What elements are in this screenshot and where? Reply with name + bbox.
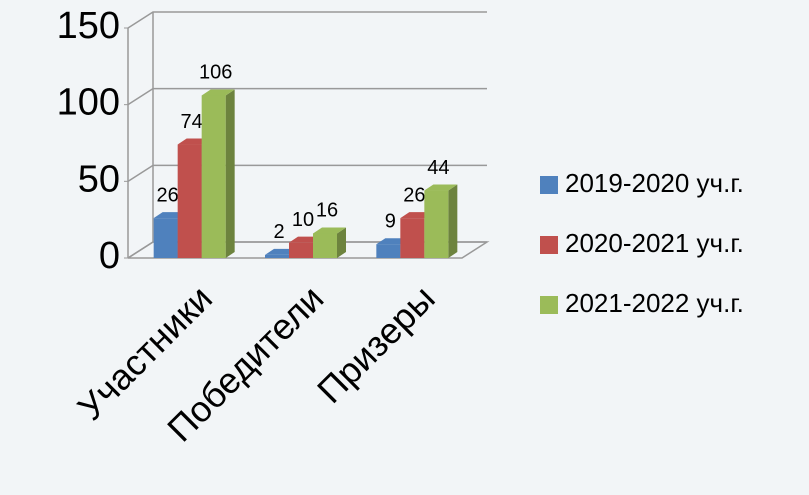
legend-label: 2020-2021 уч.г. [565,228,744,258]
data-label: 44 [427,157,449,179]
data-label: 74 [181,111,203,133]
bar [153,218,178,258]
legend-swatch [540,176,558,194]
legend-swatch [540,296,558,314]
data-label: 26 [403,184,425,206]
bar [177,144,202,258]
data-label: 2 [273,221,284,243]
bar-side [448,184,458,258]
bar [400,218,425,258]
bar [376,244,401,258]
y-tick-label: 0 [99,235,120,277]
legend-label: 2021-2022 уч.г. [565,288,744,318]
y-tick-label: 100 [57,82,120,124]
legend-label: 2019-2020 уч.г. [565,168,744,198]
grid-line [127,11,487,29]
y-tick-label: 150 [57,5,120,47]
bar-top [424,184,458,191]
bar-top [201,89,235,96]
legend-swatch [540,236,558,254]
bar [424,190,449,258]
bar [265,254,289,258]
y-tick-label: 50 [78,158,120,200]
data-label: 26 [157,184,179,206]
grid-line [127,87,487,106]
bar-top [313,227,346,234]
bar-side [225,89,235,258]
data-label: 9 [385,210,396,232]
data-label: 16 [316,200,338,222]
grid-line [127,241,487,259]
data-label: 106 [199,62,232,84]
bar [313,233,337,258]
bar [289,242,313,258]
bar [201,95,226,258]
grid-line [127,164,487,182]
data-label: 10 [292,209,314,231]
bar-side [337,227,346,258]
